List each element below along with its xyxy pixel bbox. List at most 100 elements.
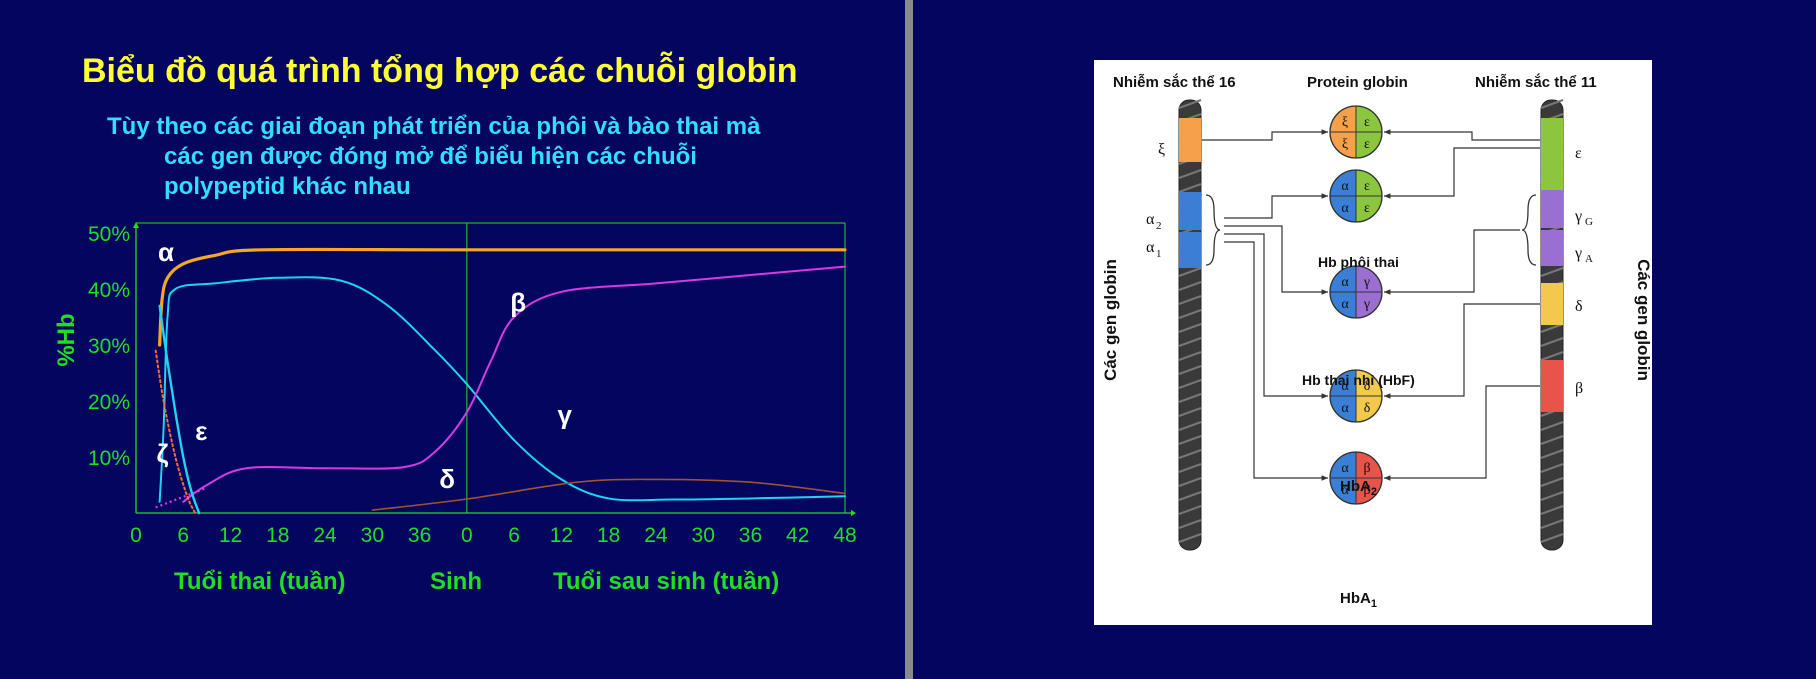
chromosome-16-band bbox=[1179, 232, 1201, 268]
series-label-alpha: α bbox=[158, 237, 174, 267]
x-tick-label: 12 bbox=[219, 524, 242, 547]
subtitle-line-1: Tùy theo các giai đoạn phát triển của ph… bbox=[107, 113, 761, 140]
molecule-alpha-epsilon-letter: α bbox=[1341, 179, 1349, 194]
molecule-alpha-delta-outline bbox=[1329, 369, 1383, 423]
molecule-alpha-epsilon-letter: α bbox=[1341, 201, 1349, 216]
globin-chart: 50% 40% 30% 20% 10% 0 6 12 18 24 30 36 0 6 12 18 24 30 36 4… bbox=[53, 222, 857, 547]
x-section-label-birth: Sinh bbox=[430, 568, 482, 595]
x-axis-arrow bbox=[851, 510, 856, 516]
arrow-xi bbox=[1202, 131, 1328, 141]
arrow-alpha-a2-head bbox=[1321, 393, 1328, 399]
series-label-beta: β bbox=[510, 287, 526, 317]
arrow-alpha-fetal bbox=[1224, 225, 1328, 293]
x-tick-label: 18 bbox=[266, 524, 289, 547]
gamma-brace bbox=[1521, 194, 1537, 266]
chromosome-11-band bbox=[1541, 283, 1563, 325]
slide-divider bbox=[905, 0, 913, 679]
x-tick-label: 0 bbox=[461, 524, 473, 547]
arrow-alpha-a1 bbox=[1224, 241, 1328, 479]
molecule-alpha-delta-letter: δ bbox=[1364, 401, 1371, 416]
arrow-beta-head bbox=[1384, 475, 1391, 481]
chromosome-16-twist bbox=[1178, 337, 1202, 347]
x-tick-label: 6 bbox=[177, 524, 189, 547]
x-tick-label: 0 bbox=[130, 524, 142, 547]
gene-label-alpha2-index: 2 bbox=[1156, 220, 1162, 232]
arrow-epsilon-1-head bbox=[1384, 129, 1391, 135]
arrow-alpha-a2 bbox=[1224, 233, 1328, 397]
molecule-alpha-epsilon-letter: ε bbox=[1364, 179, 1370, 194]
molecule-alpha-beta-letter: β bbox=[1363, 483, 1370, 498]
hba1-label: HbA1 bbox=[1340, 590, 1377, 610]
subtitle-line-3: polypeptid khác nhau bbox=[164, 173, 411, 200]
molecule-alpha-delta-letter: α bbox=[1341, 379, 1349, 394]
arrow-alpha-a1-head bbox=[1321, 475, 1328, 481]
series-line-delta bbox=[371, 478, 846, 511]
chromosome-11-twist bbox=[1540, 477, 1564, 487]
gene-label-alpha2: α bbox=[1146, 211, 1155, 228]
chromosome-16-twist bbox=[1178, 309, 1202, 319]
series-line-zeta bbox=[154, 349, 197, 514]
chromosome-16-twist bbox=[1178, 421, 1202, 431]
arrow-alpha-embryo bbox=[1224, 195, 1328, 219]
chromosome-16-twist bbox=[1178, 323, 1202, 333]
gene-label-gamma-g: γ bbox=[1574, 208, 1582, 225]
molecule-xi-epsilon-letter: ε bbox=[1364, 137, 1370, 152]
x-tick-label: 30 bbox=[692, 524, 715, 547]
chromosome-11-twist bbox=[1540, 463, 1564, 473]
left-slide bbox=[0, 0, 905, 679]
y-tick-label: 30% bbox=[88, 335, 130, 358]
molecule-alpha-gamma-letter: γ bbox=[1363, 275, 1370, 290]
chromosome-11-band bbox=[1541, 118, 1563, 190]
chromosome-16-band bbox=[1179, 192, 1201, 230]
diagram-header-chr16: Nhiễm sắc thể 16 bbox=[1113, 74, 1236, 91]
chromosome-16-twist bbox=[1178, 407, 1202, 417]
diagram-side-label-right: Các gen globin bbox=[1633, 259, 1653, 381]
molecule-alpha-beta-letter: β bbox=[1363, 461, 1370, 476]
diagram-side-label-left: Các gen globin bbox=[1100, 259, 1120, 381]
molecule-xi-epsilon-letter: ξ bbox=[1342, 115, 1348, 130]
molecule-alpha-gamma-letter: α bbox=[1341, 297, 1349, 312]
x-tick-label: 48 bbox=[833, 524, 856, 547]
alpha-brace bbox=[1205, 194, 1221, 266]
x-tick-label: 36 bbox=[739, 524, 762, 547]
arrow-gamma bbox=[1384, 229, 1520, 293]
chromosome-16-twist bbox=[1178, 267, 1202, 277]
chromosome-16-twist bbox=[1178, 393, 1202, 403]
molecule-alpha-epsilon-letter: ε bbox=[1364, 201, 1370, 216]
gene-label-epsilon: ε bbox=[1575, 145, 1582, 162]
series-label-zeta: ζ bbox=[156, 439, 168, 469]
molecule-xi-epsilon-letter: ε bbox=[1364, 115, 1370, 130]
arrow-epsilon-2 bbox=[1384, 147, 1540, 197]
chromosome-16-twist bbox=[1178, 533, 1202, 543]
chromosome-11-twist bbox=[1540, 267, 1564, 277]
chromosome-16-twist bbox=[1178, 169, 1202, 179]
x-section-label-fetal: Tuổi thai (tuần) bbox=[174, 568, 346, 595]
y-tick-label: 50% bbox=[88, 223, 130, 246]
chromosome-16-twist bbox=[1178, 295, 1202, 305]
x-section-label-postnatal: Tuổi sau sinh (tuần) bbox=[553, 568, 780, 595]
arrow-alpha-embryo-head bbox=[1321, 193, 1328, 199]
molecule-alpha-epsilon-outline bbox=[1329, 169, 1383, 223]
molecule-alpha-delta-letter: δ bbox=[1364, 379, 1371, 394]
x-tick-label: 12 bbox=[550, 524, 573, 547]
series-line-beta bbox=[182, 265, 846, 503]
arrow-alpha-fetal-head bbox=[1321, 289, 1328, 295]
chromosome-16-twist bbox=[1178, 491, 1202, 501]
chromosome-16-twist bbox=[1178, 379, 1202, 389]
chromosome-16-twist bbox=[1178, 99, 1202, 109]
chromosome-11-band bbox=[1541, 190, 1563, 228]
x-tick-label: 18 bbox=[597, 524, 620, 547]
gene-label-alpha1-index: 1 bbox=[1156, 248, 1162, 260]
arrow-epsilon-1 bbox=[1384, 131, 1540, 141]
gene-label-gamma-g-index: G bbox=[1585, 216, 1593, 228]
arrow-delta-head bbox=[1384, 393, 1391, 399]
chromosome-16-twist bbox=[1178, 463, 1202, 473]
gene-label-gamma-a-index: A bbox=[1585, 253, 1593, 265]
molecule-xi-epsilon-outline bbox=[1329, 105, 1383, 159]
chromosome-16-twist bbox=[1178, 183, 1202, 193]
chromosome-16-twist bbox=[1178, 435, 1202, 445]
series-line-alpha bbox=[158, 247, 847, 347]
molecule-xi-epsilon-letter: ξ bbox=[1342, 137, 1348, 152]
chromosome-11-twist bbox=[1540, 505, 1564, 515]
